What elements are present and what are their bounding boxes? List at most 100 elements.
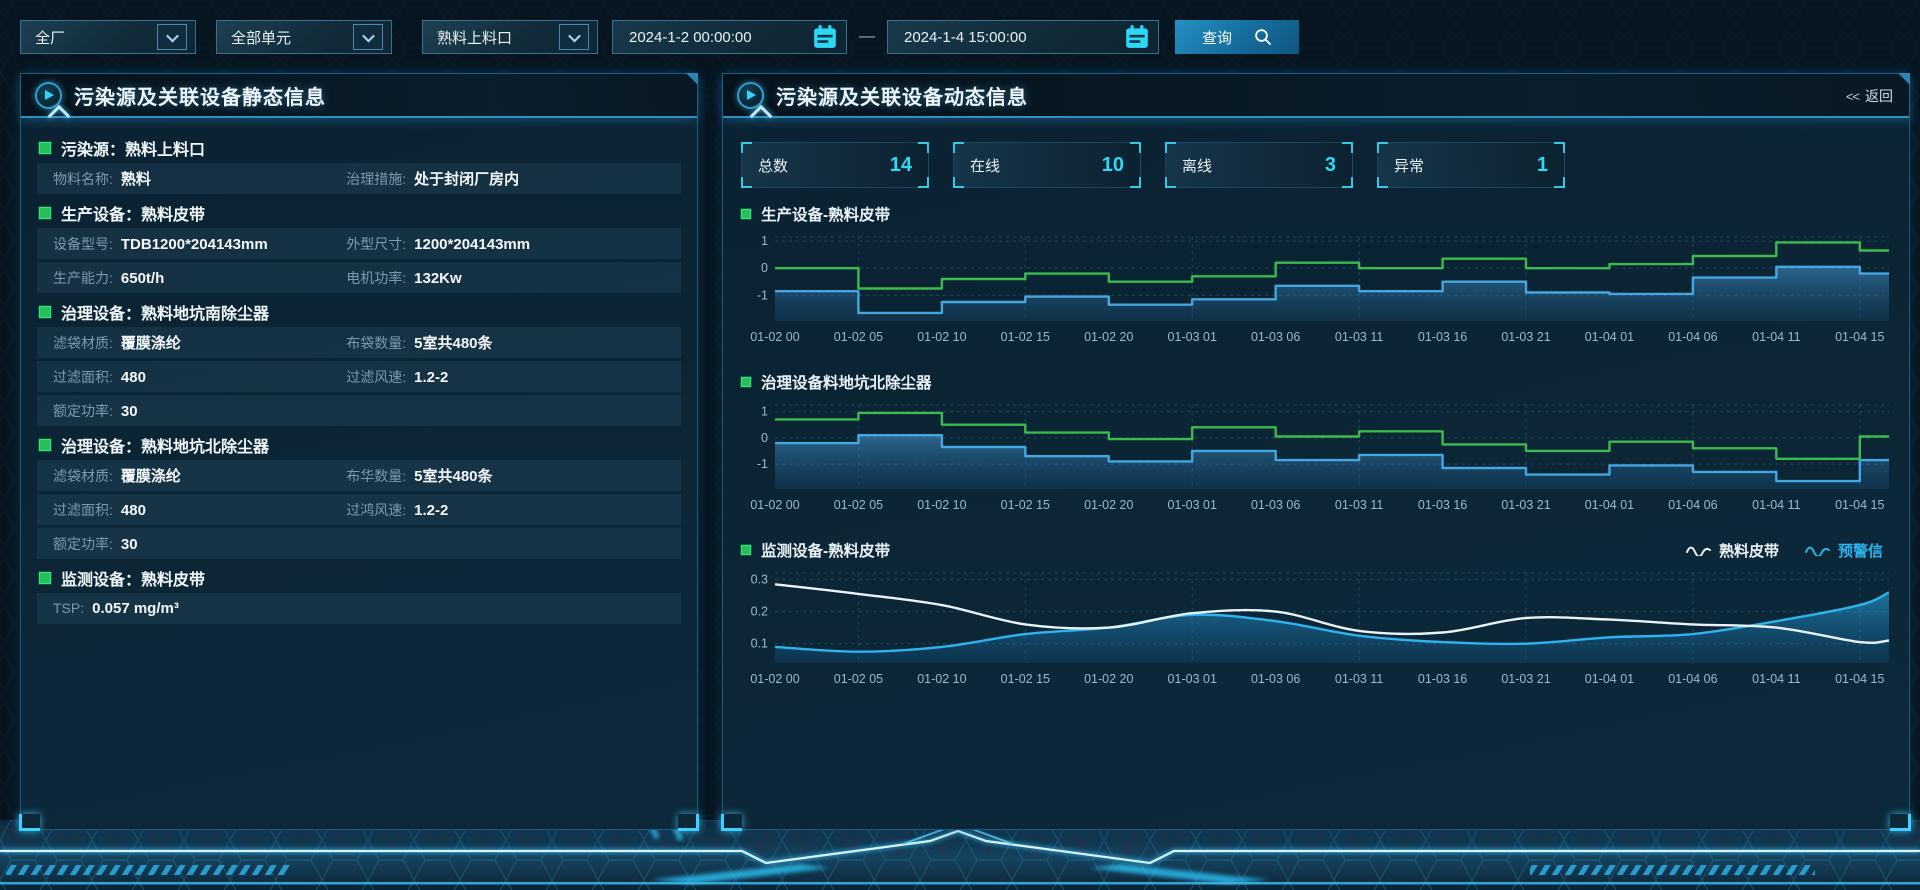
query-button[interactable]: 查询: [1175, 20, 1299, 54]
play-circle-icon: [737, 81, 764, 109]
svg-text:01-03 16: 01-03 16: [1418, 498, 1467, 512]
stat-card: 异常 1: [1377, 142, 1565, 188]
info-cell: 滤袋材质: 覆膜涤纶: [53, 465, 346, 486]
play-circle-icon: [35, 81, 62, 109]
info-cell: 过鸿风速: 1.2-2: [346, 500, 448, 520]
chart-title: 监测设备-熟料皮带: [761, 543, 891, 560]
field-value: 1.2-2: [414, 368, 449, 386]
field-label: 过滤面积:: [53, 368, 113, 385]
green-square-bullet-icon: [38, 205, 52, 220]
field-label: 布袋数量:: [346, 335, 407, 351]
field-label: 物料名称:: [53, 171, 113, 187]
static-info-panel: 污染源及关联设备静态信息 污染源：熟料上料口 物料名称: 熟料 治理措施: 处于封闭厂房…: [19, 73, 699, 831]
info-row: 过滤面积: 480 过鸿风速: 1.2-2: [37, 494, 681, 525]
stat-label: 总数: [758, 157, 789, 175]
stat-label: 异常: [1394, 157, 1425, 175]
green-square-bullet-icon: [38, 570, 52, 585]
corner-bracket: [953, 177, 964, 188]
corner-bracket: [1554, 142, 1565, 153]
green-square-bullet-icon: [38, 437, 52, 452]
svg-text:01-04 06: 01-04 06: [1668, 330, 1717, 344]
info-cell: 物料名称: 熟料: [53, 168, 346, 189]
chart-title: 生产设备-熟料皮带: [761, 207, 891, 224]
dynamic-info-panel-header: 污染源及关联设备动态信息 << 返回: [723, 73, 1910, 118]
svg-text:01-02 15: 01-02 15: [1001, 672, 1050, 686]
chevron-down-icon: [157, 24, 187, 50]
svg-text:01-04 06: 01-04 06: [1668, 672, 1717, 686]
footer-decoration: [0, 820, 1920, 890]
stat-card: 在线 10: [953, 142, 1141, 188]
svg-text:01-03 11: 01-03 11: [1335, 330, 1383, 344]
svg-text:01-03 06: 01-03 06: [1251, 330, 1300, 344]
field-label: 外型尺寸:: [346, 235, 407, 252]
field-value: 0.057 mg/m³: [92, 600, 179, 617]
dynamic-panel-title: 污染源及关联设备动态信息: [776, 86, 1028, 109]
back-link[interactable]: << 返回: [1846, 86, 1893, 106]
svg-text:0: 0: [761, 261, 768, 275]
green-square-bullet-icon: [38, 304, 52, 319]
field-label: 过鸿风速:: [346, 501, 407, 518]
info-row: 滤袋材质: 覆膜涤纶 布华数量: 5室共480条: [37, 460, 681, 491]
svg-text:01-03 16: 01-03 16: [1418, 672, 1467, 686]
svg-text:0.2: 0.2: [751, 605, 768, 619]
info-cell: 过滤面积: 480: [53, 367, 346, 387]
corner-bracket: [953, 142, 964, 153]
corner-bracket: [1342, 142, 1353, 153]
calendar-icon[interactable]: [1124, 24, 1150, 50]
section-title: 污染源：熟料上料口: [61, 141, 206, 159]
info-cell: 额定功率: 30: [53, 401, 346, 421]
field-value: 650t/h: [120, 269, 165, 287]
svg-text:0.1: 0.1: [751, 637, 768, 651]
svg-text:01-04 15: 01-04 15: [1835, 330, 1884, 344]
query-button-label: 查询: [1201, 29, 1232, 47]
plant-select[interactable]: 全厂: [20, 20, 196, 54]
legend-label: 预警信: [1837, 542, 1883, 560]
dynamic-info-panel: 污染源及关联设备动态信息 << 返回 总数 14 在线 10 离线 3 异常 1 生产设备-熟…: [721, 73, 1911, 831]
field-label: 滤袋材质:: [53, 468, 113, 484]
field-value: 处于封闭厂房内: [414, 171, 520, 188]
stat-value: 10: [1101, 153, 1124, 176]
date-from-picker[interactable]: 2024-1-2 00:00:00: [612, 20, 847, 54]
unit-select[interactable]: 全部单元: [216, 20, 392, 54]
svg-text:01-02 00: 01-02 00: [750, 498, 799, 512]
svg-text:01-04 15: 01-04 15: [1835, 498, 1884, 512]
topbar: 全厂 全部单元 熟料上料口 2024-1-2 00:00:00 — 2024-1…: [0, 0, 1920, 62]
svg-text:0.3: 0.3: [751, 572, 768, 586]
info-cell: 设备型号: TDB1200*204143mm: [53, 234, 346, 254]
date-to-picker[interactable]: 2024-1-4 15:00:00: [887, 20, 1159, 54]
section-header: 生产设备：熟料皮带: [37, 197, 681, 228]
right-panel-body: 总数 14 在线 10 离线 3 异常 1 生产设备-熟料皮带 1 0 -1 01-02 00 01-0…: [723, 118, 1909, 698]
info-row: 额定功率: 30: [37, 528, 681, 559]
svg-text:01-03 11: 01-03 11: [1335, 498, 1383, 512]
legend-label: 熟料皮带: [1718, 542, 1779, 560]
svg-text:01-03 06: 01-03 06: [1251, 672, 1300, 686]
svg-text:01-02 10: 01-02 10: [917, 498, 966, 512]
chart-title-row: 监测设备-熟料皮带 熟料皮带 预警信: [740, 537, 1889, 563]
field-value: 132Kw: [414, 269, 462, 287]
stat-card: 总数 14: [741, 142, 929, 188]
section-header: 治理设备：熟料地坑北除尘器: [37, 429, 681, 460]
line-swatch-icon: [1804, 546, 1830, 556]
svg-text:0: 0: [761, 431, 768, 445]
legend-item[interactable]: 熟料皮带: [1685, 540, 1779, 561]
corner-bracket: [741, 142, 752, 153]
svg-text:1: 1: [761, 234, 768, 248]
field-value: 480: [120, 368, 146, 386]
source-select[interactable]: 熟料上料口: [422, 20, 598, 54]
calendar-icon[interactable]: [812, 24, 838, 50]
green-square-bullet-icon: [38, 140, 52, 155]
info-cell: 电机功率: 132Kw: [346, 268, 461, 288]
corner-bracket: [1554, 177, 1565, 188]
field-label: 额定功率:: [53, 402, 113, 419]
legend-item[interactable]: 预警信: [1804, 540, 1883, 561]
step-line-chart: 1 0 -1 01-02 00 01-02 05 01-02 10 01-02 15 01-0…: [750, 234, 1889, 344]
green-square-bullet-icon: [740, 544, 752, 556]
field-value: 覆膜涤纶: [120, 335, 181, 352]
svg-text:01-02 00: 01-02 00: [750, 330, 799, 344]
svg-text:01-02 05: 01-02 05: [834, 672, 883, 686]
svg-text:01-03 11: 01-03 11: [1335, 672, 1383, 686]
range-separator: —: [859, 28, 875, 45]
source-select-value: 熟料上料口: [437, 29, 513, 47]
chart-legend: 熟料皮带 预警信: [1685, 540, 1889, 561]
svg-text:01-03 01: 01-03 01: [1168, 672, 1217, 686]
